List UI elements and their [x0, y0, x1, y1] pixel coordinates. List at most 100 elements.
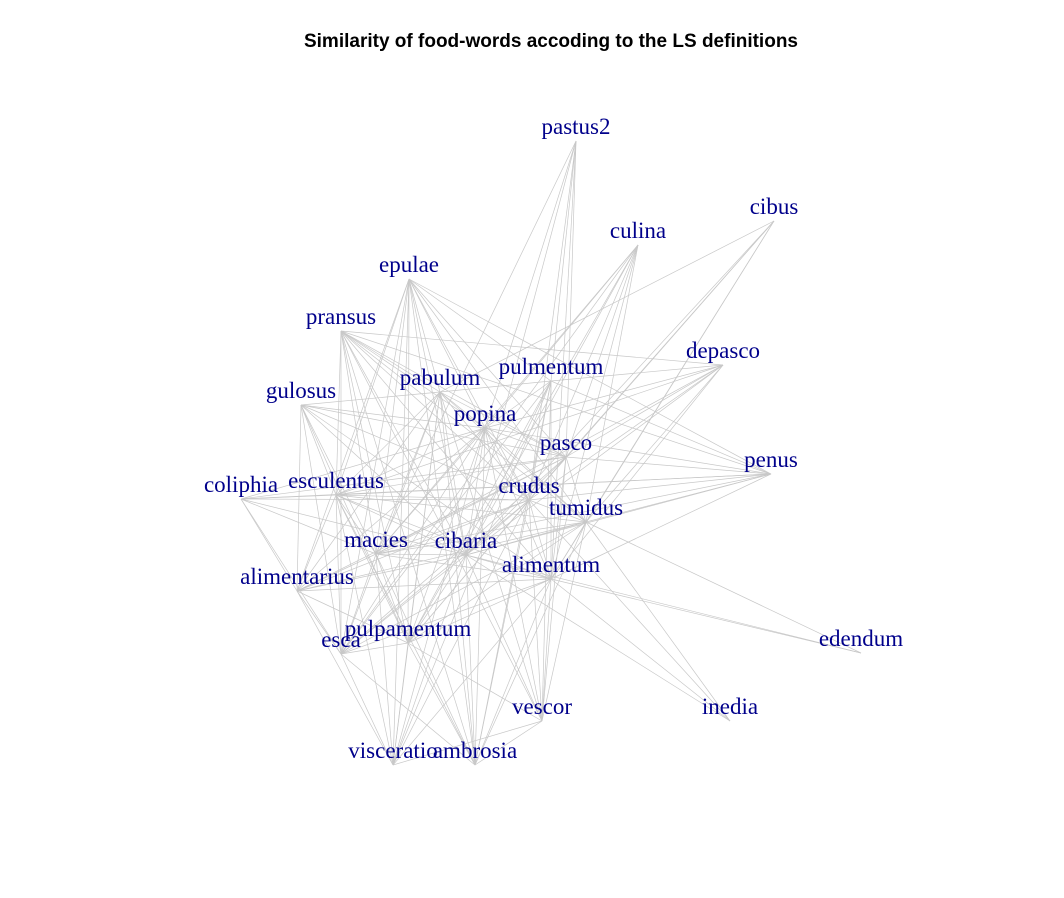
edge-popina-alimentarius: [296, 427, 486, 592]
edge-pabulum-esca: [340, 391, 441, 655]
edge-vescor-ambrosia: [474, 720, 543, 766]
edge-cibaria-ambrosia: [465, 554, 476, 766]
edge-popina-alimentum: [484, 427, 552, 580]
node-label-pulpamentum: pulpamentum: [345, 616, 472, 641]
edge-coliphia-esca: [240, 498, 342, 655]
edge-pulpamentum-visceratio: [392, 642, 409, 766]
edge-esculentus-tumidus: [335, 494, 587, 523]
edge-epulae-pulmentum: [408, 278, 552, 382]
edge-tumidus-alimentarius: [296, 521, 587, 592]
edge-pasco-esca: [340, 456, 567, 655]
node-label-vescor: vescor: [512, 694, 572, 719]
edge-gulosus-popina: [300, 404, 486, 429]
edge-pasco-alimentum: [550, 456, 567, 580]
node-label-coliphia: coliphia: [204, 472, 278, 497]
node-layer: pastus2 cibus culina epulae pransus depasco pu…: [204, 114, 903, 763]
edge-epulae-penus: [408, 278, 772, 475]
edge-pabulum-popina: [439, 391, 486, 429]
node-label-culina: culina: [610, 218, 666, 243]
edge-culina-cibaria: [465, 244, 639, 556]
edge-macies-ambrosia: [375, 553, 476, 766]
edge-culina-tumidus: [585, 244, 639, 523]
edge-tumidus-cibaria: [465, 521, 587, 556]
node-label-pulmentum: pulmentum: [499, 354, 604, 379]
edge-macies-alimentarius: [296, 553, 377, 592]
edge-depasco-tumidus: [585, 364, 724, 523]
edge-epulae-crudus: [408, 278, 530, 501]
edge-pabulum-macies: [375, 391, 441, 555]
edge-depasco-pasco: [565, 364, 724, 458]
edge-pransus-macies: [340, 330, 377, 555]
edge-alimentum-inedia: [550, 578, 731, 722]
node-label-esculentus: esculentus: [288, 468, 384, 493]
edge-tumidus-vescor: [541, 521, 587, 722]
edge-gulosus-pulpamentum: [300, 404, 409, 644]
edge-pastus2-crudus: [528, 140, 577, 501]
edge-esca-visceratio: [340, 653, 394, 766]
edge-tumidus-alimentum: [550, 521, 587, 580]
edge-alimentum-alimentarius: [296, 578, 552, 592]
edge-pulmentum-vescor: [541, 380, 552, 722]
node-label-pastus2: pastus2: [542, 114, 611, 139]
edge-tumidus-edendum: [585, 521, 862, 654]
node-label-pabulum: pabulum: [400, 365, 481, 390]
edge-alimentum-esca: [340, 578, 552, 655]
edge-alimentum-ambrosia: [474, 578, 552, 766]
edge-alimentarius-pulpamentum: [296, 590, 409, 644]
edge-macies-cibaria: [375, 553, 467, 556]
edge-popina-coliphia: [240, 427, 486, 500]
edge-tumidus-pulpamentum: [407, 521, 587, 644]
edge-pulmentum-esca: [340, 380, 552, 655]
node-label-popina: popina: [454, 401, 517, 426]
edge-pransus-penus: [340, 330, 772, 475]
edge-esca-pulpamentum: [340, 642, 409, 655]
edge-pabulum-gulosus: [300, 391, 441, 406]
edge-culina-pasco: [565, 244, 639, 458]
edge-alimentum-edendum: [550, 578, 862, 654]
edge-penus-alimentum: [550, 473, 772, 580]
edge-depasco-alimentum: [550, 364, 724, 580]
edge-pasco-macies: [375, 456, 567, 555]
edge-pastus2-pasco: [565, 140, 577, 458]
edge-esculentus-macies: [335, 494, 377, 555]
edge-macies-visceratio: [375, 553, 394, 766]
edge-crudus-alimentum: [528, 499, 552, 580]
edge-depasco-popina: [484, 364, 724, 429]
edge-penus-cibaria: [465, 473, 772, 556]
edge-pransus-ambrosia: [340, 330, 476, 766]
edge-penus-crudus: [528, 473, 772, 501]
edge-pastus2-cibaria: [465, 140, 577, 556]
edge-pabulum-pasco: [439, 391, 567, 458]
edge-vescor-visceratio: [392, 720, 543, 766]
edge-epulae-esca: [340, 278, 410, 655]
edge-alimentarius-esca: [296, 590, 342, 655]
edge-cibaria-alimentum: [465, 554, 552, 580]
edge-pastus2-macies: [375, 140, 577, 555]
node-label-pransus: pransus: [306, 304, 376, 329]
edge-popina-pulpamentum: [407, 427, 486, 644]
edge-crudus-esca: [340, 499, 530, 655]
edge-popina-tumidus: [484, 427, 587, 523]
edge-cibus-pabulum: [439, 220, 775, 393]
edge-coliphia-alimentarius: [240, 498, 298, 592]
edge-pransus-tumidus: [340, 330, 587, 523]
edge-popina-penus: [484, 427, 772, 475]
edge-crudus-macies: [375, 499, 530, 555]
edge-alimentum-visceratio: [392, 578, 552, 766]
node-label-depasco: depasco: [686, 338, 760, 363]
edge-pabulum-vescor: [439, 391, 543, 722]
edge-crudus-alimentarius: [296, 499, 530, 592]
edge-alimentum-pulpamentum: [407, 578, 552, 644]
node-label-crudus: crudus: [498, 473, 559, 498]
edge-pastus2-alimentum: [550, 140, 577, 580]
edge-pasco-cibaria: [465, 456, 567, 556]
edge-crudus-tumidus: [528, 499, 587, 523]
edge-culina-alimentum: [550, 244, 639, 580]
edge-pabulum-cibaria: [439, 391, 467, 556]
edge-layer: [240, 140, 862, 766]
edge-pasco-esculentus: [335, 456, 567, 496]
node-label-alimentarius: alimentarius: [240, 564, 354, 589]
edge-gulosus-alimentarius: [296, 404, 302, 592]
node-label-macies: macies: [344, 527, 408, 552]
